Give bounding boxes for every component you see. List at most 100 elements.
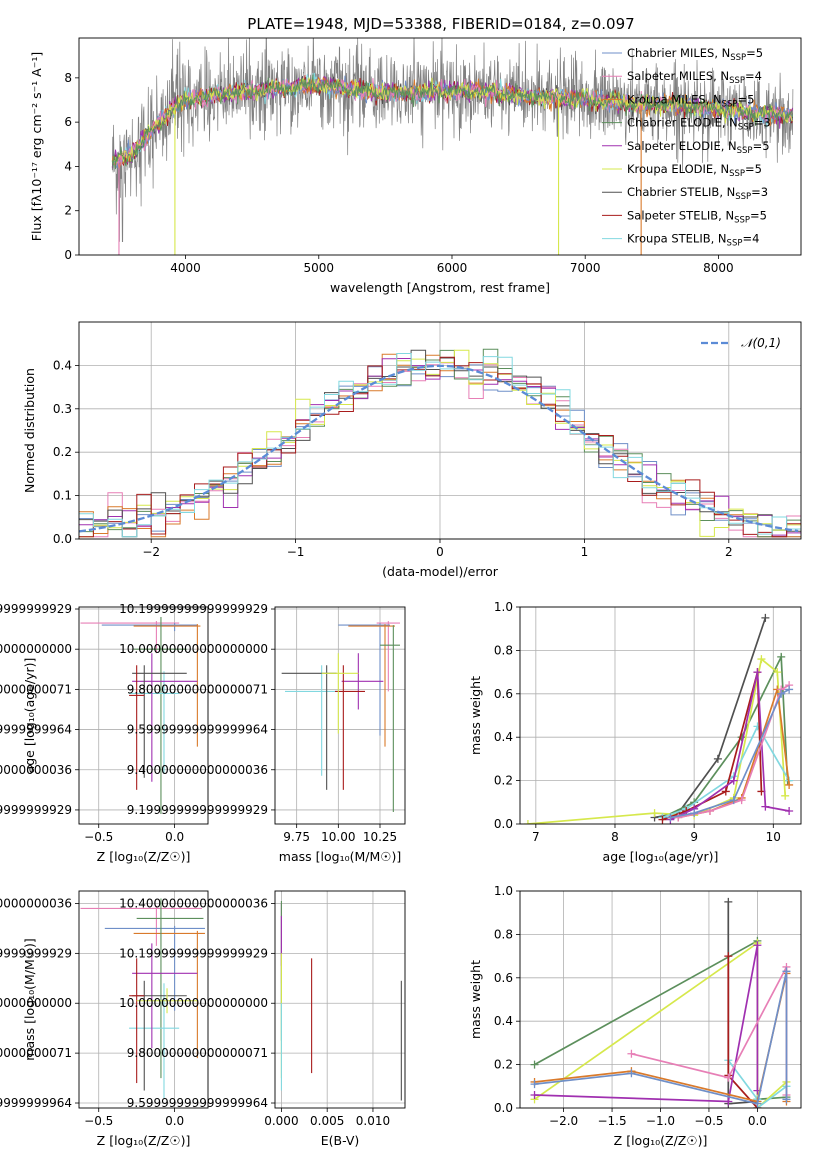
- weight-marker-ce: [530, 1060, 539, 1069]
- y-tick-label: 9.59999999999999964: [0, 723, 72, 737]
- y-tick-label: 0.0: [494, 1101, 513, 1115]
- mass-vs-metallicity-panel: −0.5 0.0 9.59999999999999964 9.800000000000…: [0, 890, 209, 1148]
- normal-curve: [79, 364, 799, 533]
- weight-marker-cm: [785, 685, 794, 694]
- legend-subscript: SSP: [735, 192, 751, 202]
- weight-marker-ce: [777, 652, 786, 661]
- weight-marker-cm: [729, 796, 738, 805]
- weight-marker-sm: [737, 796, 746, 805]
- x-tick-label: 0: [436, 545, 444, 559]
- axes-frame: [519, 606, 802, 825]
- weight-marker-cm: [777, 689, 786, 698]
- legend-subscript: SSP: [727, 239, 743, 249]
- legend-subscript: SSP: [737, 146, 753, 156]
- y-tick-label: 0.6: [494, 687, 513, 701]
- age-vs-metallicity-panel: −0.5 0.0 9.19999999999999929 9.400000000000…: [0, 602, 209, 864]
- x-tick-label: 0.0: [165, 1114, 184, 1128]
- legend-label-ce: Chabrier ELODIE, NSSP=3: [627, 116, 771, 133]
- x-axis-label: Z [log₁₀(Z/Z☉)]: [614, 1133, 708, 1148]
- x-tick-label: 6000: [437, 261, 468, 275]
- plot-area: [79, 348, 801, 538]
- x-tick-label: 0.0: [165, 830, 184, 844]
- x-axis-label: E(B-V): [321, 1133, 360, 1148]
- plot-area: [280, 900, 402, 1101]
- x-tick-label: 0.010: [356, 1114, 390, 1128]
- y-tick-label: 10.19999999999999929: [0, 602, 72, 616]
- weight-marker-cm: [627, 1069, 636, 1078]
- y-tick-label: 0.6: [494, 971, 513, 985]
- y-tick-label: 9.80000000000000071: [127, 1046, 268, 1060]
- legend-subscript: SSP: [729, 169, 745, 179]
- y-tick-label: 1.0: [494, 600, 513, 614]
- weight-marker-ss: [724, 952, 733, 961]
- weight-marker-ss: [658, 815, 667, 824]
- weight-marker-se: [761, 802, 770, 811]
- y-tick-label: 2: [64, 204, 72, 218]
- legend-label-sm: Salpeter MILES, NSSP=4: [627, 69, 762, 86]
- weight-marker-cs: [761, 613, 770, 622]
- legend-label-se: Salpeter ELODIE, NSSP=5: [627, 139, 770, 156]
- legend-subscript: SSP: [729, 76, 745, 86]
- observed-spectrum: [111, 38, 794, 243]
- weight-marker-cs: [713, 754, 722, 763]
- y-tick-label: 8: [64, 71, 72, 85]
- x-tick-label: −0.5: [84, 1114, 113, 1128]
- x-tick-label: 10.25: [363, 830, 397, 844]
- y-tick-label: 10.00000000000000000: [0, 996, 72, 1010]
- weight-marker-cm: [753, 1099, 762, 1108]
- y-tick-label: 0.4: [53, 358, 72, 372]
- y-tick-label: 9.59999999999999964: [127, 723, 268, 737]
- weight-marker-se: [785, 806, 794, 815]
- weight-marker-sm: [674, 813, 683, 822]
- x-tick-label: 7000: [570, 261, 601, 275]
- y-tick-label: 9.40000000000000036: [0, 763, 72, 777]
- legend-subscript: SSP: [738, 123, 754, 133]
- y-tick-label: 0.0: [494, 817, 513, 831]
- y-axis-label: Flux [fλ10⁻¹⁷ erg cm⁻² s⁻¹ A⁻¹]: [29, 52, 44, 241]
- y-tick-label: 9.59999999999999964: [127, 1096, 268, 1110]
- weight-marker-sm: [627, 1049, 636, 1058]
- age-vs-mass-panel: 9.75 10.00 10.25 9.19999999999999929 9.40000…: [119, 602, 406, 864]
- y-tick-label: 10.00000000000000000: [119, 996, 268, 1010]
- legend-subscript: SSP: [722, 99, 738, 109]
- legend-count: =5: [746, 46, 763, 60]
- mass-weight-vs-metallicity-panel: −2.0 −1.5 −1.0 −0.5 0.0 0.0 0.2 0.4 0.6 0.8 1.0 Z […: [468, 884, 802, 1148]
- plot-area: [523, 613, 794, 824]
- y-tick-label: 1.0: [494, 884, 513, 898]
- x-axis-label: wavelength [Angstrom, rest frame]: [330, 280, 550, 295]
- legend-count: =5: [737, 92, 754, 106]
- legend-label-cm: Chabrier MILES, NSSP=5: [627, 46, 763, 63]
- legend-count: =5: [745, 162, 762, 176]
- legend-label-cs: Chabrier STELIB, NSSP=3: [627, 185, 768, 202]
- x-tick-label: 8: [611, 830, 619, 844]
- weight-marker-ke: [773, 668, 782, 677]
- y-tick-label: 9.80000000000000071: [127, 682, 268, 696]
- legend-subscript: SSP: [730, 53, 746, 63]
- y-tick-label: 0.8: [494, 927, 513, 941]
- x-axis-label: Z [log₁₀(Z/Z☉)]: [97, 1133, 191, 1148]
- y-tick-label: 0.8: [494, 643, 513, 657]
- x-tick-label: 10.00: [321, 830, 355, 844]
- weight-line-se: [534, 945, 759, 1103]
- x-tick-label: 9.75: [283, 830, 310, 844]
- x-tick-label: 0.005: [310, 1114, 344, 1128]
- weight-marker-cm: [690, 809, 699, 818]
- y-tick-label: 9.40000000000000036: [127, 763, 268, 777]
- plot-area: [281, 621, 400, 812]
- y-axis-label: Normed distribution: [22, 368, 37, 493]
- y-tick-label: 10.00000000000000000: [0, 642, 72, 656]
- legend-count: =5: [750, 208, 767, 222]
- x-tick-label: 4000: [170, 261, 201, 275]
- weight-line-se: [670, 671, 790, 821]
- y-tick-label: 0.4: [494, 1014, 513, 1028]
- y-tick-label: 9.80000000000000071: [0, 1046, 72, 1060]
- x-tick-label: 0.0: [748, 1114, 767, 1128]
- y-tick-label: 10.00000000000000000: [119, 642, 268, 656]
- weight-line-cs: [654, 617, 767, 819]
- x-tick-label: −1: [287, 545, 305, 559]
- y-tick-label: 10.19999999999999929: [0, 946, 72, 960]
- mass-vs-extinction-panel: 0.000 0.005 0.010 9.59999999999999964 9.8000…: [119, 890, 406, 1148]
- y-tick-label: 0.3: [53, 402, 72, 416]
- y-axis-label: mass [log₁₀(M/M☉)]: [22, 938, 37, 1060]
- x-tick-label: 0.000: [264, 1114, 298, 1128]
